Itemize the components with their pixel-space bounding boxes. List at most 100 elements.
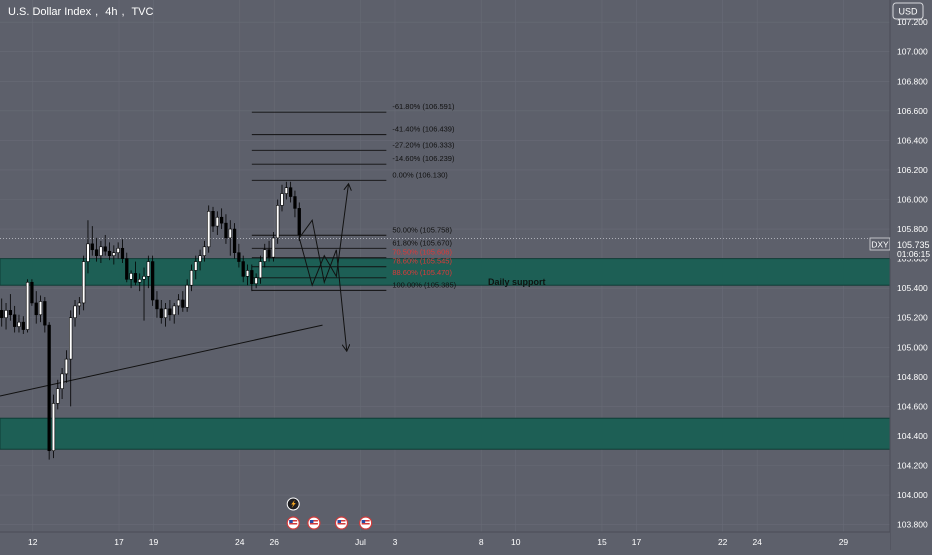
candle [21, 316, 25, 334]
candle [69, 310, 73, 407]
candle [64, 350, 69, 383]
flag-canton [337, 520, 342, 523]
candle-body [207, 211, 211, 248]
fib-level-label: -27.20% (106.333) [392, 140, 455, 149]
candle [34, 291, 38, 324]
projection-paths[interactable] [298, 185, 348, 351]
lightning-icon[interactable] [286, 497, 300, 511]
price-scale[interactable]: 107.200 107.000 106.800 106.600 106.400 106.2… [897, 17, 928, 529]
flag-stripe [309, 520, 318, 522]
candle [168, 299, 172, 321]
candle [176, 294, 181, 315]
price-scale-background [890, 0, 932, 550]
fib-extension-tool[interactable]: -61.80% (106.591) -41.40% (106.439) -27.20… [251, 102, 457, 291]
candle-body [13, 314, 17, 327]
price-tick-label: 106.600 [897, 106, 928, 116]
flag-stripe [361, 520, 370, 522]
candle [56, 379, 60, 410]
candle-body [94, 249, 99, 256]
candle-body [280, 193, 284, 206]
projection-path-up[interactable] [298, 185, 348, 287]
event-markers[interactable] [286, 497, 373, 530]
us-flag-icon[interactable] [307, 516, 321, 530]
time-scale[interactable]: 12 17 19 24 26 Jul 3 8 10 15 17 22 24 29 [28, 537, 848, 547]
projection-path-down[interactable] [298, 218, 346, 350]
candle [185, 279, 189, 312]
candle-body [224, 222, 228, 239]
candle [293, 190, 297, 218]
candle [284, 181, 288, 200]
candle [129, 270, 133, 289]
candle [116, 242, 120, 259]
price-tick-label: 105.400 [897, 283, 928, 293]
us-flag-icon[interactable] [286, 516, 300, 530]
time-tick-label: 8 [479, 537, 484, 547]
price-tick-label: 104.000 [897, 490, 928, 500]
candle-body [263, 249, 267, 262]
us-flag-icon[interactable] [359, 516, 373, 530]
exchange-label: TVC [131, 6, 154, 18]
candle-body [0, 310, 4, 319]
candle-body [237, 252, 241, 262]
candle-body [215, 216, 219, 227]
symbol-title[interactable]: U.S. Dollar Index, 4h, TVC [8, 6, 154, 18]
candle [151, 255, 155, 306]
candle [237, 243, 241, 268]
time-tick-label: 17 [632, 537, 642, 547]
candle [133, 261, 138, 286]
candle-body [254, 277, 258, 285]
candle [142, 267, 146, 321]
candle-body [211, 211, 215, 227]
candle-body [267, 249, 271, 258]
fib-level-label: 0.00% (106.130) [392, 170, 448, 179]
flag-stripe [309, 523, 318, 525]
candle [13, 305, 17, 333]
candle [0, 298, 4, 327]
candle-body [185, 284, 189, 308]
candle [288, 181, 293, 203]
price-tick-label: 104.600 [897, 401, 928, 411]
candle [189, 264, 194, 292]
fib-level-label: 61.80% (105.670) [392, 238, 452, 247]
fib-level-label: 88.60% (105.470) [392, 268, 452, 277]
candle [263, 243, 267, 268]
price-tick-label: 106.400 [897, 135, 928, 145]
symbol-name: U.S. Dollar Index [8, 6, 92, 18]
candle-body [43, 301, 47, 326]
candle-body [73, 305, 77, 319]
candle-body [125, 258, 129, 280]
candle-body [220, 216, 224, 224]
candle-body [202, 246, 207, 256]
candle [4, 302, 8, 330]
time-tick-label: Jul [355, 537, 366, 547]
candle [232, 223, 237, 259]
trendline-group[interactable] [0, 324, 323, 397]
currency-button[interactable]: USD [892, 2, 924, 20]
candle [155, 291, 159, 318]
candle [112, 245, 116, 265]
time-tick-label: 15 [597, 537, 607, 547]
time-tick-label: 17 [114, 537, 124, 547]
price-tick-label: 106.200 [897, 165, 928, 175]
candle-body [60, 373, 64, 389]
candle [181, 291, 185, 312]
fib-level-label: -41.40% (106.439) [392, 125, 455, 134]
candle [38, 295, 43, 323]
candle [297, 202, 301, 241]
lower-support-zone[interactable] [0, 417, 891, 450]
rising-trendline[interactable] [0, 324, 323, 397]
flag-stripe [289, 523, 298, 525]
currency-label: USD [898, 7, 918, 17]
candle [99, 240, 103, 264]
time-tick-label: 3 [393, 537, 398, 547]
candle-body [64, 358, 69, 375]
time-scale-background [0, 532, 890, 550]
candle-body [51, 403, 56, 452]
candle-body [69, 317, 73, 360]
candle-body [21, 321, 25, 330]
candle [245, 264, 250, 286]
candle [220, 208, 224, 230]
us-flag-icon[interactable] [334, 516, 349, 530]
